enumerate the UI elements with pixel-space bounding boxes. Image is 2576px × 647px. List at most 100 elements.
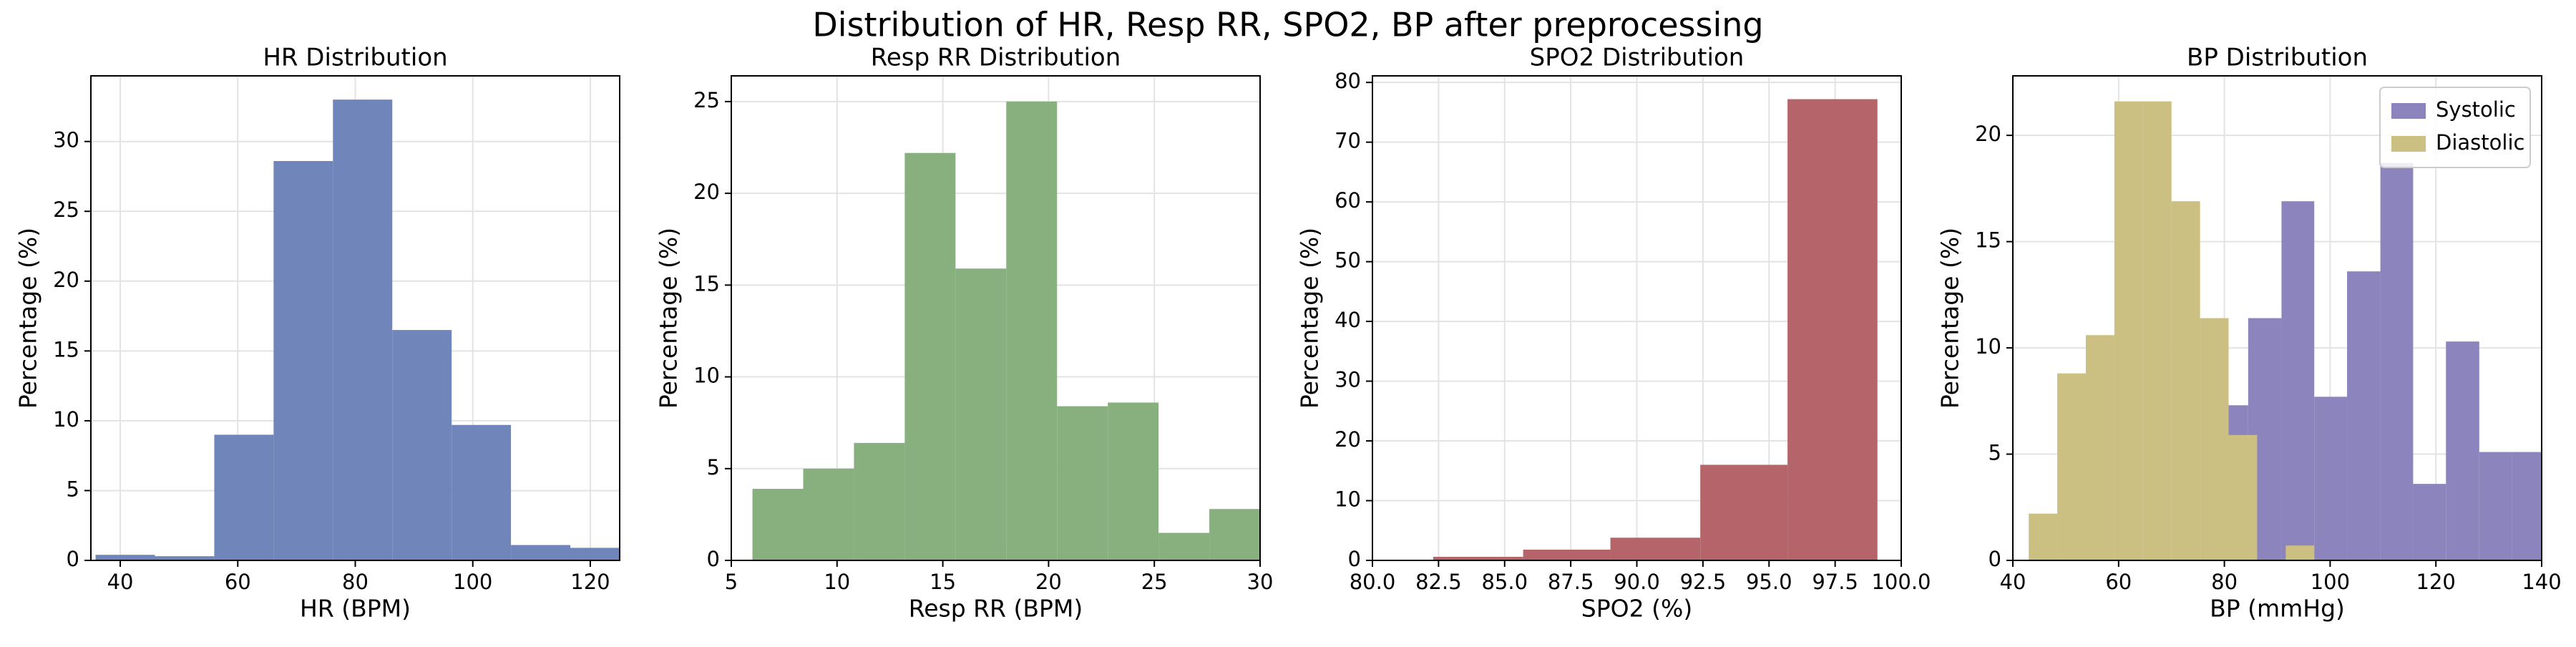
y-tick-label: 10 bbox=[53, 407, 79, 432]
x-tick-label: 100 bbox=[453, 570, 492, 594]
y-axis-label: Percentage (%) bbox=[1296, 228, 1324, 409]
x-tick-label: 80.0 bbox=[1350, 570, 1396, 594]
histogram-bar bbox=[1108, 402, 1159, 560]
y-tick-label: 20 bbox=[53, 268, 79, 292]
x-tick-label: 40 bbox=[107, 570, 134, 594]
x-tick-label: 87.5 bbox=[1548, 570, 1594, 594]
histogram-bar bbox=[2029, 513, 2058, 560]
bars bbox=[1372, 99, 1878, 560]
y-tick-label: 5 bbox=[707, 455, 720, 480]
histogram-bar bbox=[1158, 532, 1210, 560]
histogram-bar bbox=[95, 555, 155, 560]
axes-frame bbox=[90, 75, 620, 561]
y-tick-label: 30 bbox=[53, 128, 79, 152]
x-axis-label: BP (mmHg) bbox=[2210, 595, 2345, 623]
x-axis-label: Resp RR (BPM) bbox=[909, 595, 1083, 623]
y-tick-label: 25 bbox=[693, 88, 720, 112]
x-tick-label: 120 bbox=[2416, 570, 2456, 594]
x-tick-label: 10 bbox=[824, 570, 850, 594]
x-tick-label: 60 bbox=[225, 570, 251, 594]
x-tick-label: 80 bbox=[2211, 570, 2238, 594]
subplot-title: BP Distribution bbox=[2187, 44, 2368, 72]
y-tick-label: 0 bbox=[67, 547, 79, 571]
histogram-bar bbox=[2512, 452, 2542, 560]
x-tick-label: 15 bbox=[930, 570, 956, 594]
y-axis-label: Percentage (%) bbox=[14, 228, 42, 409]
histogram-bar bbox=[1700, 464, 1788, 560]
legend-swatch bbox=[2391, 103, 2426, 119]
x-tick-label: 90.0 bbox=[1614, 570, 1660, 594]
histogram-bar bbox=[273, 161, 333, 560]
x-tick-label: 140 bbox=[2522, 570, 2561, 594]
axes-frame bbox=[731, 75, 1261, 561]
y-tick-label: 80 bbox=[1335, 69, 1361, 93]
bars bbox=[752, 101, 1260, 560]
histogram-bar bbox=[854, 442, 905, 560]
x-axis-label: SPO2 (%) bbox=[1581, 595, 1692, 623]
x-tick-label: 82.5 bbox=[1415, 570, 1462, 594]
y-tick-label: 20 bbox=[1335, 427, 1361, 452]
legend-label: Diastolic bbox=[2436, 130, 2524, 155]
histogram-bar bbox=[452, 424, 512, 560]
y-axis-label: Percentage (%) bbox=[655, 228, 683, 409]
x-tick-label: 80 bbox=[342, 570, 369, 594]
y-axis-label: Percentage (%) bbox=[1936, 228, 1964, 409]
x-axis-label: HR (BPM) bbox=[300, 595, 411, 623]
subplot: HR Distribution 0 5 10 15 20 25 30 40 60 80 100 120 H… bbox=[14, 44, 620, 623]
histogram-bar bbox=[333, 99, 393, 560]
y-tick-label: 0 bbox=[707, 547, 720, 571]
histogram-bar bbox=[2281, 201, 2315, 560]
histogram-bar bbox=[392, 330, 452, 560]
y-tick-label: 15 bbox=[693, 271, 720, 296]
axes-frame bbox=[1372, 75, 1902, 561]
y-tick-label: 25 bbox=[53, 198, 79, 222]
y-tick-label: 5 bbox=[67, 477, 79, 501]
x-tick-label: 30 bbox=[1247, 570, 1274, 594]
y-tick-label: 40 bbox=[1335, 308, 1361, 332]
histogram-bar bbox=[511, 545, 571, 560]
histogram-bar bbox=[1523, 549, 1611, 560]
x-tick-label: 95.0 bbox=[1746, 570, 1792, 594]
y-tick-label: 0 bbox=[1989, 547, 2001, 571]
histogram-bar bbox=[1787, 99, 1878, 560]
legend: Systolic Diastolic bbox=[2379, 87, 2531, 168]
x-tick-label: 40 bbox=[2000, 570, 2026, 594]
histogram-bar bbox=[2171, 201, 2200, 560]
histogram-bar bbox=[570, 548, 620, 560]
histogram-bar bbox=[155, 556, 215, 560]
y-tick-label: 10 bbox=[1335, 487, 1361, 512]
subplot-title: HR Distribution bbox=[263, 44, 447, 72]
histogram-bar bbox=[2479, 452, 2512, 560]
y-tick-label: 5 bbox=[1989, 441, 2001, 465]
y-tick-label: 70 bbox=[1335, 129, 1361, 153]
figure-title: Distribution of HR, Resp RR, SPO2, BP af… bbox=[812, 6, 1763, 44]
histogram-bar bbox=[2085, 335, 2114, 560]
subplot: BP Distribution 0 5 10 15 20 40 60 80 100 120 140 BP… bbox=[1936, 44, 2562, 623]
axes-frame bbox=[2012, 75, 2542, 561]
bars bbox=[2029, 101, 2542, 560]
subplot-title: Resp RR Distribution bbox=[871, 44, 1121, 72]
y-tick-label: 0 bbox=[1348, 547, 1361, 571]
x-tick-label: 97.5 bbox=[1812, 570, 1858, 594]
histogram-bar bbox=[1610, 537, 1701, 560]
histogram-bar bbox=[2142, 101, 2172, 560]
x-tick-label: 20 bbox=[1035, 570, 1062, 594]
histogram-bar bbox=[752, 488, 804, 560]
x-tick-label: 100.0 bbox=[1871, 570, 1931, 594]
histogram-bar bbox=[904, 152, 956, 560]
y-tick-label: 15 bbox=[53, 337, 79, 361]
histogram-bar bbox=[2228, 434, 2258, 560]
histogram-bar bbox=[955, 268, 1007, 560]
legend-label: Systolic bbox=[2436, 97, 2516, 122]
histogram-bar bbox=[2380, 162, 2414, 560]
histogram-bar bbox=[803, 468, 854, 560]
histogram-bar bbox=[2446, 341, 2479, 560]
x-tick-label: 5 bbox=[725, 570, 738, 594]
y-tick-label: 10 bbox=[1975, 334, 2001, 359]
histogram-bar bbox=[2200, 318, 2229, 560]
x-tick-label: 100 bbox=[2311, 570, 2350, 594]
x-tick-label: 85.0 bbox=[1481, 570, 1528, 594]
histogram-bar bbox=[1006, 101, 1058, 560]
y-tick-label: 15 bbox=[1975, 228, 2001, 253]
